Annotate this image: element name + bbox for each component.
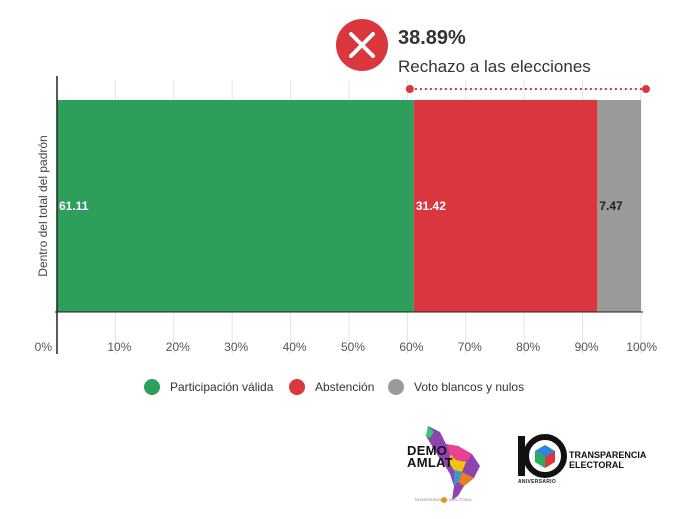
- demoamlat-name-line1: DEMO: [407, 443, 448, 458]
- legend-label: Abstención: [315, 380, 374, 394]
- callout-value: 38.89%: [398, 27, 466, 49]
- te-org-line2: ELECTORAL: [569, 460, 624, 470]
- x-tick-label: 40%: [283, 340, 307, 354]
- te-anniversary: ANIVERSARIO: [518, 479, 557, 485]
- x-tick-label: 30%: [224, 340, 248, 354]
- x-tick-label: 70%: [458, 340, 482, 354]
- x-tick-label: 10%: [107, 340, 131, 354]
- bars: [57, 100, 641, 312]
- bar-value-label: 7.47: [599, 199, 623, 213]
- demoamlat-fine-print: TRANSPARENCIA ELECTORAL: [414, 497, 473, 502]
- x-tick-label: 50%: [341, 340, 365, 354]
- bar-segment: [413, 100, 598, 312]
- bar-value-label: 61.11: [59, 199, 89, 213]
- legend-swatch: [144, 379, 160, 395]
- callout-range-line: [405, 85, 650, 93]
- legend-label: Participación válida: [170, 380, 274, 394]
- demoamlat-logo: DEMO AMLAT TRANSPARENCIA ELECTORAL: [400, 420, 495, 506]
- legend: Participación válida Abstención Voto blanc…: [144, 379, 524, 395]
- axes: 0% 10% 20% 30% 40% 50% 60% 70% 80% 90% 100%: [35, 76, 657, 354]
- close-icon: [349, 32, 375, 58]
- callout-text: Rechazo a las elecciones: [398, 57, 591, 76]
- x-tick-label: 100%: [626, 340, 657, 354]
- y-axis-label: Dentro del total del padrón: [36, 135, 50, 276]
- legend-swatch: [388, 379, 404, 395]
- te-org-line1: TRANSPARENCIA: [569, 450, 647, 460]
- demoamlat-name-line2: AMLAT: [407, 455, 454, 470]
- x-tick-label: 90%: [575, 340, 599, 354]
- callout-endpoint: [405, 85, 414, 93]
- callout-endpoint: [642, 85, 650, 93]
- legend-swatch: [289, 379, 305, 395]
- x-tick-label: 0%: [35, 340, 53, 354]
- x-tick-label: 20%: [166, 340, 190, 354]
- bar-value-label: 31.42: [416, 199, 446, 213]
- bar-segment: [57, 100, 414, 312]
- x-tick-label: 80%: [516, 340, 540, 354]
- legend-label: Voto blancos y nulos: [414, 380, 524, 394]
- transparencia-electoral-logo: TRANSPARENCIA ELECTORAL ANIVERSARIO: [512, 432, 652, 492]
- latin-america-map-icon: [426, 426, 480, 503]
- bar-segment: [597, 100, 641, 312]
- callout: 38.89% Rechazo a las elecciones: [336, 19, 650, 93]
- ten-years-emblem: [518, 434, 567, 478]
- x-tick-label: 60%: [399, 340, 423, 354]
- data-labels: 61.11 31.42 7.47: [59, 199, 623, 213]
